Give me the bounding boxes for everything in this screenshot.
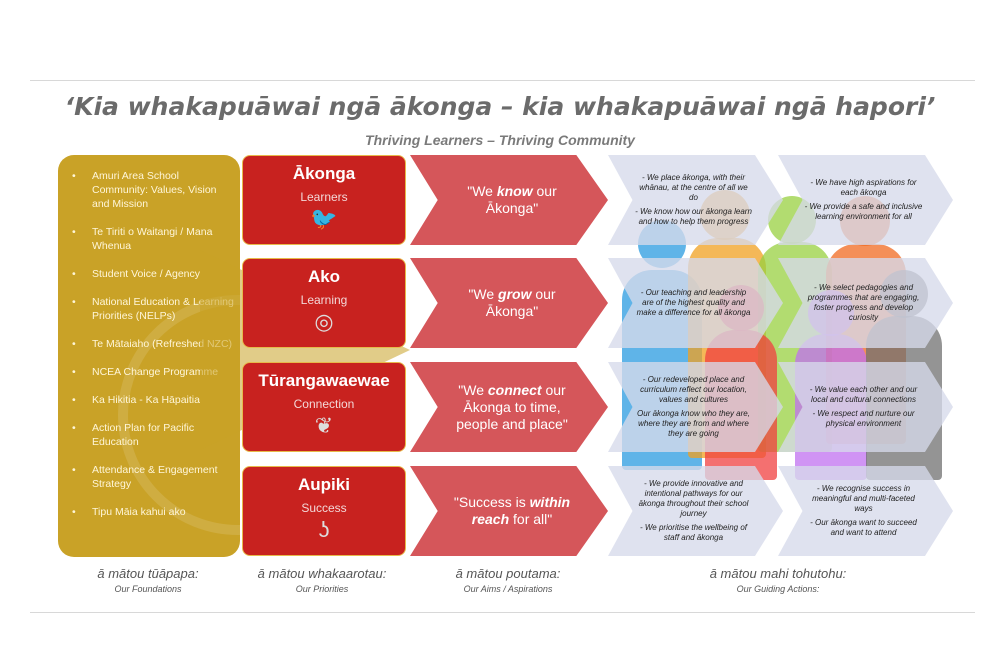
priority-subtitle: Success xyxy=(301,501,347,515)
bird-icon: 🐦 xyxy=(310,206,338,231)
action-chevron: - We place ākonga, with their whānau, at… xyxy=(608,155,783,245)
aim-text-part: within reach xyxy=(471,494,571,527)
column-label-english: Our Guiding Actions: xyxy=(736,584,820,594)
column-label-english: Our Foundations xyxy=(114,584,182,594)
column-label: ā mātou tūāpapa: Our Foundations xyxy=(48,566,248,594)
action-text: - We place ākonga, with their whānau, at… xyxy=(639,173,748,202)
aim-text-part: our Ākonga to time, people and place" xyxy=(456,381,568,432)
foundation-item: Student Voice / Agency xyxy=(66,267,234,281)
page-title: ‘Kia whakapuāwai ngā ākonga – kia whakap… xyxy=(64,92,936,121)
foundation-item: Te Mātaiaho (Refreshed NZC) xyxy=(66,337,234,351)
aim-text: "We grow our Ākonga" xyxy=(450,286,574,320)
column-label-english: Our Priorities xyxy=(295,584,349,594)
action-chevron: - We value each other and our local and … xyxy=(778,362,953,452)
action-text: - We provide innovative and intentional … xyxy=(638,479,749,518)
action-text: Our ākonga know who they are, where they… xyxy=(637,409,750,438)
action-text: - We recognise success in meaningful and… xyxy=(812,484,915,513)
action-text: - We value each other and our local and … xyxy=(809,385,918,404)
priority-title: Tūrangawaewae xyxy=(258,371,390,390)
action-text: - We select pedagogies and programmes th… xyxy=(807,283,920,322)
action-text: - Our ākonga want to succeed and want to… xyxy=(810,518,917,537)
priority-subtitle: Connection xyxy=(293,397,355,411)
aim-chevron: "We connect our Ākonga to time, people a… xyxy=(410,362,608,452)
action-chevron: - We have high aspirations for each ākon… xyxy=(778,155,953,245)
column-label: ā mātou mahi tohutohu: Our Guiding Action… xyxy=(678,566,878,594)
foundation-item: Attendance & Engagement Strategy xyxy=(66,463,234,491)
column-label: ā mātou whakaarotau: Our Priorities xyxy=(222,566,422,594)
aim-text-part: grow xyxy=(498,286,532,302)
action-chevron: - We recognise success in meaningful and… xyxy=(778,466,953,556)
foundation-item: National Education & Learning Priorities… xyxy=(66,295,234,323)
foundation-item: Tipu Māia kahui ako xyxy=(66,505,234,519)
aim-text-part: "We xyxy=(468,286,499,302)
priority-title: Aupiki xyxy=(298,475,350,494)
aim-text-part: connect xyxy=(487,381,542,398)
priority-card: Tūrangawaewae Connection ❦ xyxy=(242,362,406,452)
column-label-maori: ā mātou poutama: xyxy=(455,566,561,581)
priority-card: Aupiki Success ʖ xyxy=(242,466,406,556)
foundation-item: Ka Hikitia - Ka Hāpaitia xyxy=(66,393,234,407)
column-label-maori: ā mātou whakaarotau: xyxy=(257,566,387,581)
priority-subtitle: Learning xyxy=(300,293,348,307)
foundation-item: Te Tiriti o Waitangi / Mana Whenua xyxy=(66,225,234,253)
aim-chevron: "Success is within reach for all" xyxy=(410,466,608,556)
column-label-maori: ā mātou tūāpapa: xyxy=(97,566,199,581)
koru-spiral-icon: ◎ xyxy=(314,309,334,334)
aim-chevron: "We know our Ākonga" xyxy=(410,155,608,245)
aim-text-part: "Success is xyxy=(453,494,530,510)
foundation-item: NCEA Change Programme xyxy=(66,365,234,379)
bottom-divider xyxy=(30,612,975,613)
priority-title: Ākonga xyxy=(292,164,356,183)
top-divider xyxy=(30,80,975,81)
column-label: ā mātou poutama: Our Aims / Aspirations xyxy=(408,566,608,594)
action-text: - We provide a safe and inclusive learni… xyxy=(804,202,923,221)
action-text: - We have high aspirations for each ākon… xyxy=(810,178,917,197)
aim-text-part: "We xyxy=(467,183,497,199)
aim-text-part: "We xyxy=(458,381,488,398)
aim-chevron: "We grow our Ākonga" xyxy=(410,258,608,348)
hook-icon: ʖ xyxy=(318,517,330,542)
action-text: - Our teaching and leadership are of the… xyxy=(636,288,751,317)
column-label-maori: ā mātou mahi tohutohu: xyxy=(709,566,847,581)
action-chevron: - Our teaching and leadership are of the… xyxy=(608,258,783,348)
priority-subtitle: Learners xyxy=(300,190,348,204)
page-subtitle: Thriving Learners – Thriving Community xyxy=(365,132,635,148)
action-chevron: - Our redeveloped place and curriculum r… xyxy=(608,362,783,452)
aim-text-part: for all" xyxy=(509,511,553,527)
priority-card: Ako Learning ◎ xyxy=(242,258,406,348)
pendant-icon: ❦ xyxy=(314,413,334,438)
aim-text: "We know our Ākonga" xyxy=(450,183,574,217)
priority-card: Ākonga Learners 🐦 xyxy=(242,155,406,245)
aim-text-part: our Ākonga" xyxy=(485,286,556,319)
priority-title: Ako xyxy=(307,267,341,286)
foundation-item: Amuri Area School Community: Values, Vis… xyxy=(66,169,234,211)
aim-text-part: our Ākonga" xyxy=(485,183,557,216)
action-chevron: - We provide innovative and intentional … xyxy=(608,466,783,556)
action-text: - Our redeveloped place and curriculum r… xyxy=(640,375,747,404)
aim-text: "Success is within reach for all" xyxy=(450,494,574,528)
action-text: - We prioritise the wellbeing of staff a… xyxy=(639,523,747,542)
foundation-item: Action Plan for Pacific Education xyxy=(66,421,234,449)
action-text: - We know how our ākonga learn and how t… xyxy=(635,207,752,226)
action-text: - We respect and nurture our physical en… xyxy=(812,409,915,428)
aim-text-part: know xyxy=(496,183,533,199)
column-label-english: Our Aims / Aspirations xyxy=(463,584,553,594)
aim-text: "We connect our Ākonga to time, people a… xyxy=(450,382,574,433)
action-chevron: - We select pedagogies and programmes th… xyxy=(778,258,953,348)
